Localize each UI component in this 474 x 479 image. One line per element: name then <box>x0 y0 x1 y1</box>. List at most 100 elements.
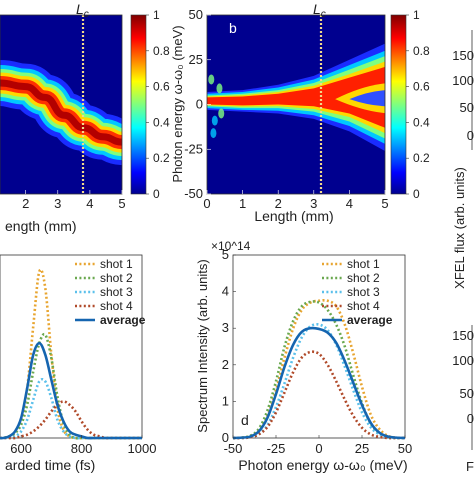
panel-a-x-tick-label: 4 <box>86 196 93 211</box>
colorbar-tick-label: 1 <box>153 8 160 22</box>
x-tick-label: 800 <box>71 441 93 456</box>
colorbar-tick-label: 0.2 <box>153 151 170 165</box>
legend-label: shot 1 <box>347 257 380 271</box>
series-line-average <box>232 326 406 440</box>
panel-e-y-ticks: 150 100 50 0 150 100 50 0 <box>452 48 474 426</box>
panel-b-noise-blob <box>211 115 218 126</box>
x-tick-label: 25 <box>355 441 369 456</box>
y-tick-label: 5 <box>222 247 229 262</box>
panel-e-y-tick-label: 50 <box>460 386 474 401</box>
panel-b-label: b <box>229 20 237 36</box>
x-tick-label: 600 <box>10 441 32 456</box>
legend-label: shot 2 <box>100 271 133 285</box>
title-main: L <box>76 1 84 17</box>
title-subscript: c <box>321 9 326 20</box>
panel-a: Lc 2 3 4 5 ength (mm) 1 0.8 0.6 0.4 0.2 0 <box>0 1 170 234</box>
panel-b-split-inner <box>349 90 385 107</box>
panel-b-y-tick-label: -25 <box>184 141 203 156</box>
panel-b-band-layer <box>207 66 385 128</box>
colorbar-tick-label: 0.4 <box>413 115 430 129</box>
colorbar-tick-label: 0.2 <box>413 151 430 165</box>
y-tick-label: 4 <box>222 284 229 299</box>
legend-label: average <box>347 313 393 327</box>
colorbar-tick-label: 0.6 <box>153 80 170 94</box>
panel-b-x-tick-label: 4 <box>346 196 353 211</box>
panel-a-colorbar <box>130 14 147 195</box>
panel-b-colorbar-ticks: 1 0.8 0.6 0.4 0.2 0 <box>406 8 430 201</box>
panel-b-y-tick-label: -50 <box>184 186 203 201</box>
x-tick-label: 50 <box>398 441 412 456</box>
legend-label: shot 4 <box>347 299 380 313</box>
series-line-shot-4 <box>232 350 405 440</box>
series-line-shot-2 <box>232 300 406 440</box>
x-tick-label: -25 <box>267 441 286 456</box>
panel-b-y-tick-label: 0 <box>196 97 203 112</box>
panel-a-heatmap <box>0 60 122 166</box>
panel-a-title: Lc <box>76 1 89 20</box>
panel-c-series <box>0 268 142 440</box>
colorbar-tick-label: 0.4 <box>153 115 170 129</box>
panel-b-axes: 0 1 2 3 4 5 50 25 0 -25 -50 <box>184 7 388 211</box>
panel-b-x-tick-label: 3 <box>310 196 317 211</box>
legend-label: shot 3 <box>100 285 133 299</box>
colorbar-tick-label: 0.6 <box>413 80 430 94</box>
panel-e-y-tick-label: 100 <box>452 73 474 88</box>
y-tick-label: 0 <box>222 430 229 445</box>
panel-e-y-tick-label: 100 <box>452 353 474 368</box>
panel-d-x-label: Photon energy ω-ω₀ (meV) <box>238 457 407 473</box>
panel-c-x-label: arded time (fs) <box>5 457 95 473</box>
panel-b-x-tick-label: 2 <box>275 196 282 211</box>
legend-label: shot 1 <box>100 257 133 271</box>
panel-d-exponent: ×10^14 <box>211 239 251 253</box>
panel-b-noise-blob <box>218 108 225 119</box>
panel-a-frame <box>0 14 123 195</box>
panel-b-noise-blob <box>216 83 223 94</box>
colorbar-tick-label: 0 <box>153 187 160 201</box>
panel-e-x-label-fragment: F <box>466 459 474 474</box>
panel-b-y-tick-label: 25 <box>189 52 203 67</box>
panel-a-ridge-layer <box>0 79 122 146</box>
panel-a-colorbar-ticks: 1 0.8 0.6 0.4 0.2 0 <box>146 8 170 201</box>
legend-label: shot 3 <box>347 285 380 299</box>
legend-label: shot 4 <box>100 299 133 313</box>
title-subscript: c <box>84 9 89 20</box>
x-tick-label: -50 <box>224 441 243 456</box>
panel-d-plot-area <box>232 254 406 439</box>
legend-label: average <box>100 313 146 327</box>
panel-a-x-label: ength (mm) <box>5 218 77 234</box>
panel-b-x-label: Length (mm) <box>254 208 333 224</box>
legend-label: shot 2 <box>347 271 380 285</box>
series-line-shot-3 <box>232 322 406 440</box>
panel-d-label: d <box>241 412 249 428</box>
y-tick-label: 1 <box>222 393 229 408</box>
panel-a-x-tick-label: 3 <box>54 196 61 211</box>
panel-b-title: Lc <box>313 1 326 20</box>
panel-a-x-tick-label: 2 <box>22 196 29 211</box>
colorbar-tick-label: 0.8 <box>153 44 170 58</box>
panel-e-y-tick-label: 0 <box>467 411 474 426</box>
panel-a-x-tick-label: 5 <box>118 196 125 211</box>
panel-b-heatmap <box>207 43 385 152</box>
panel-b-noise-blob <box>208 74 215 85</box>
series-line-average <box>0 341 142 440</box>
panel-b-x-tick-label: 1 <box>239 196 246 211</box>
y-tick-label: 3 <box>222 320 229 335</box>
panel-b: b Lc 0 1 2 3 4 5 50 25 0 -25 -50 Length (mm) Photo… <box>170 1 430 224</box>
panel-e: 150 100 50 0 150 100 50 0 XFEL flux (arb. units… <box>452 30 474 474</box>
panel-d-axes: -50 -25 0 25 50 5 4 3 2 1 0 <box>222 247 412 456</box>
panel-b-x-tick-label: 0 <box>203 196 210 211</box>
colorbar-tick-label: 0 <box>413 187 420 201</box>
panel-e-y-tick-label: 150 <box>452 328 474 343</box>
panel-e-y-tick-label: 50 <box>460 100 474 115</box>
panel-a-x-axis: 2 3 4 5 <box>22 190 126 211</box>
series-line-shot-3 <box>0 377 142 440</box>
colorbar-tick-label: 1 <box>413 8 420 22</box>
panel-b-y-label: Photon energy ω-ω₀ (meV) <box>170 25 185 182</box>
panel-c-axes: 600 800 1000 <box>10 435 156 456</box>
title-main: L <box>313 1 321 17</box>
